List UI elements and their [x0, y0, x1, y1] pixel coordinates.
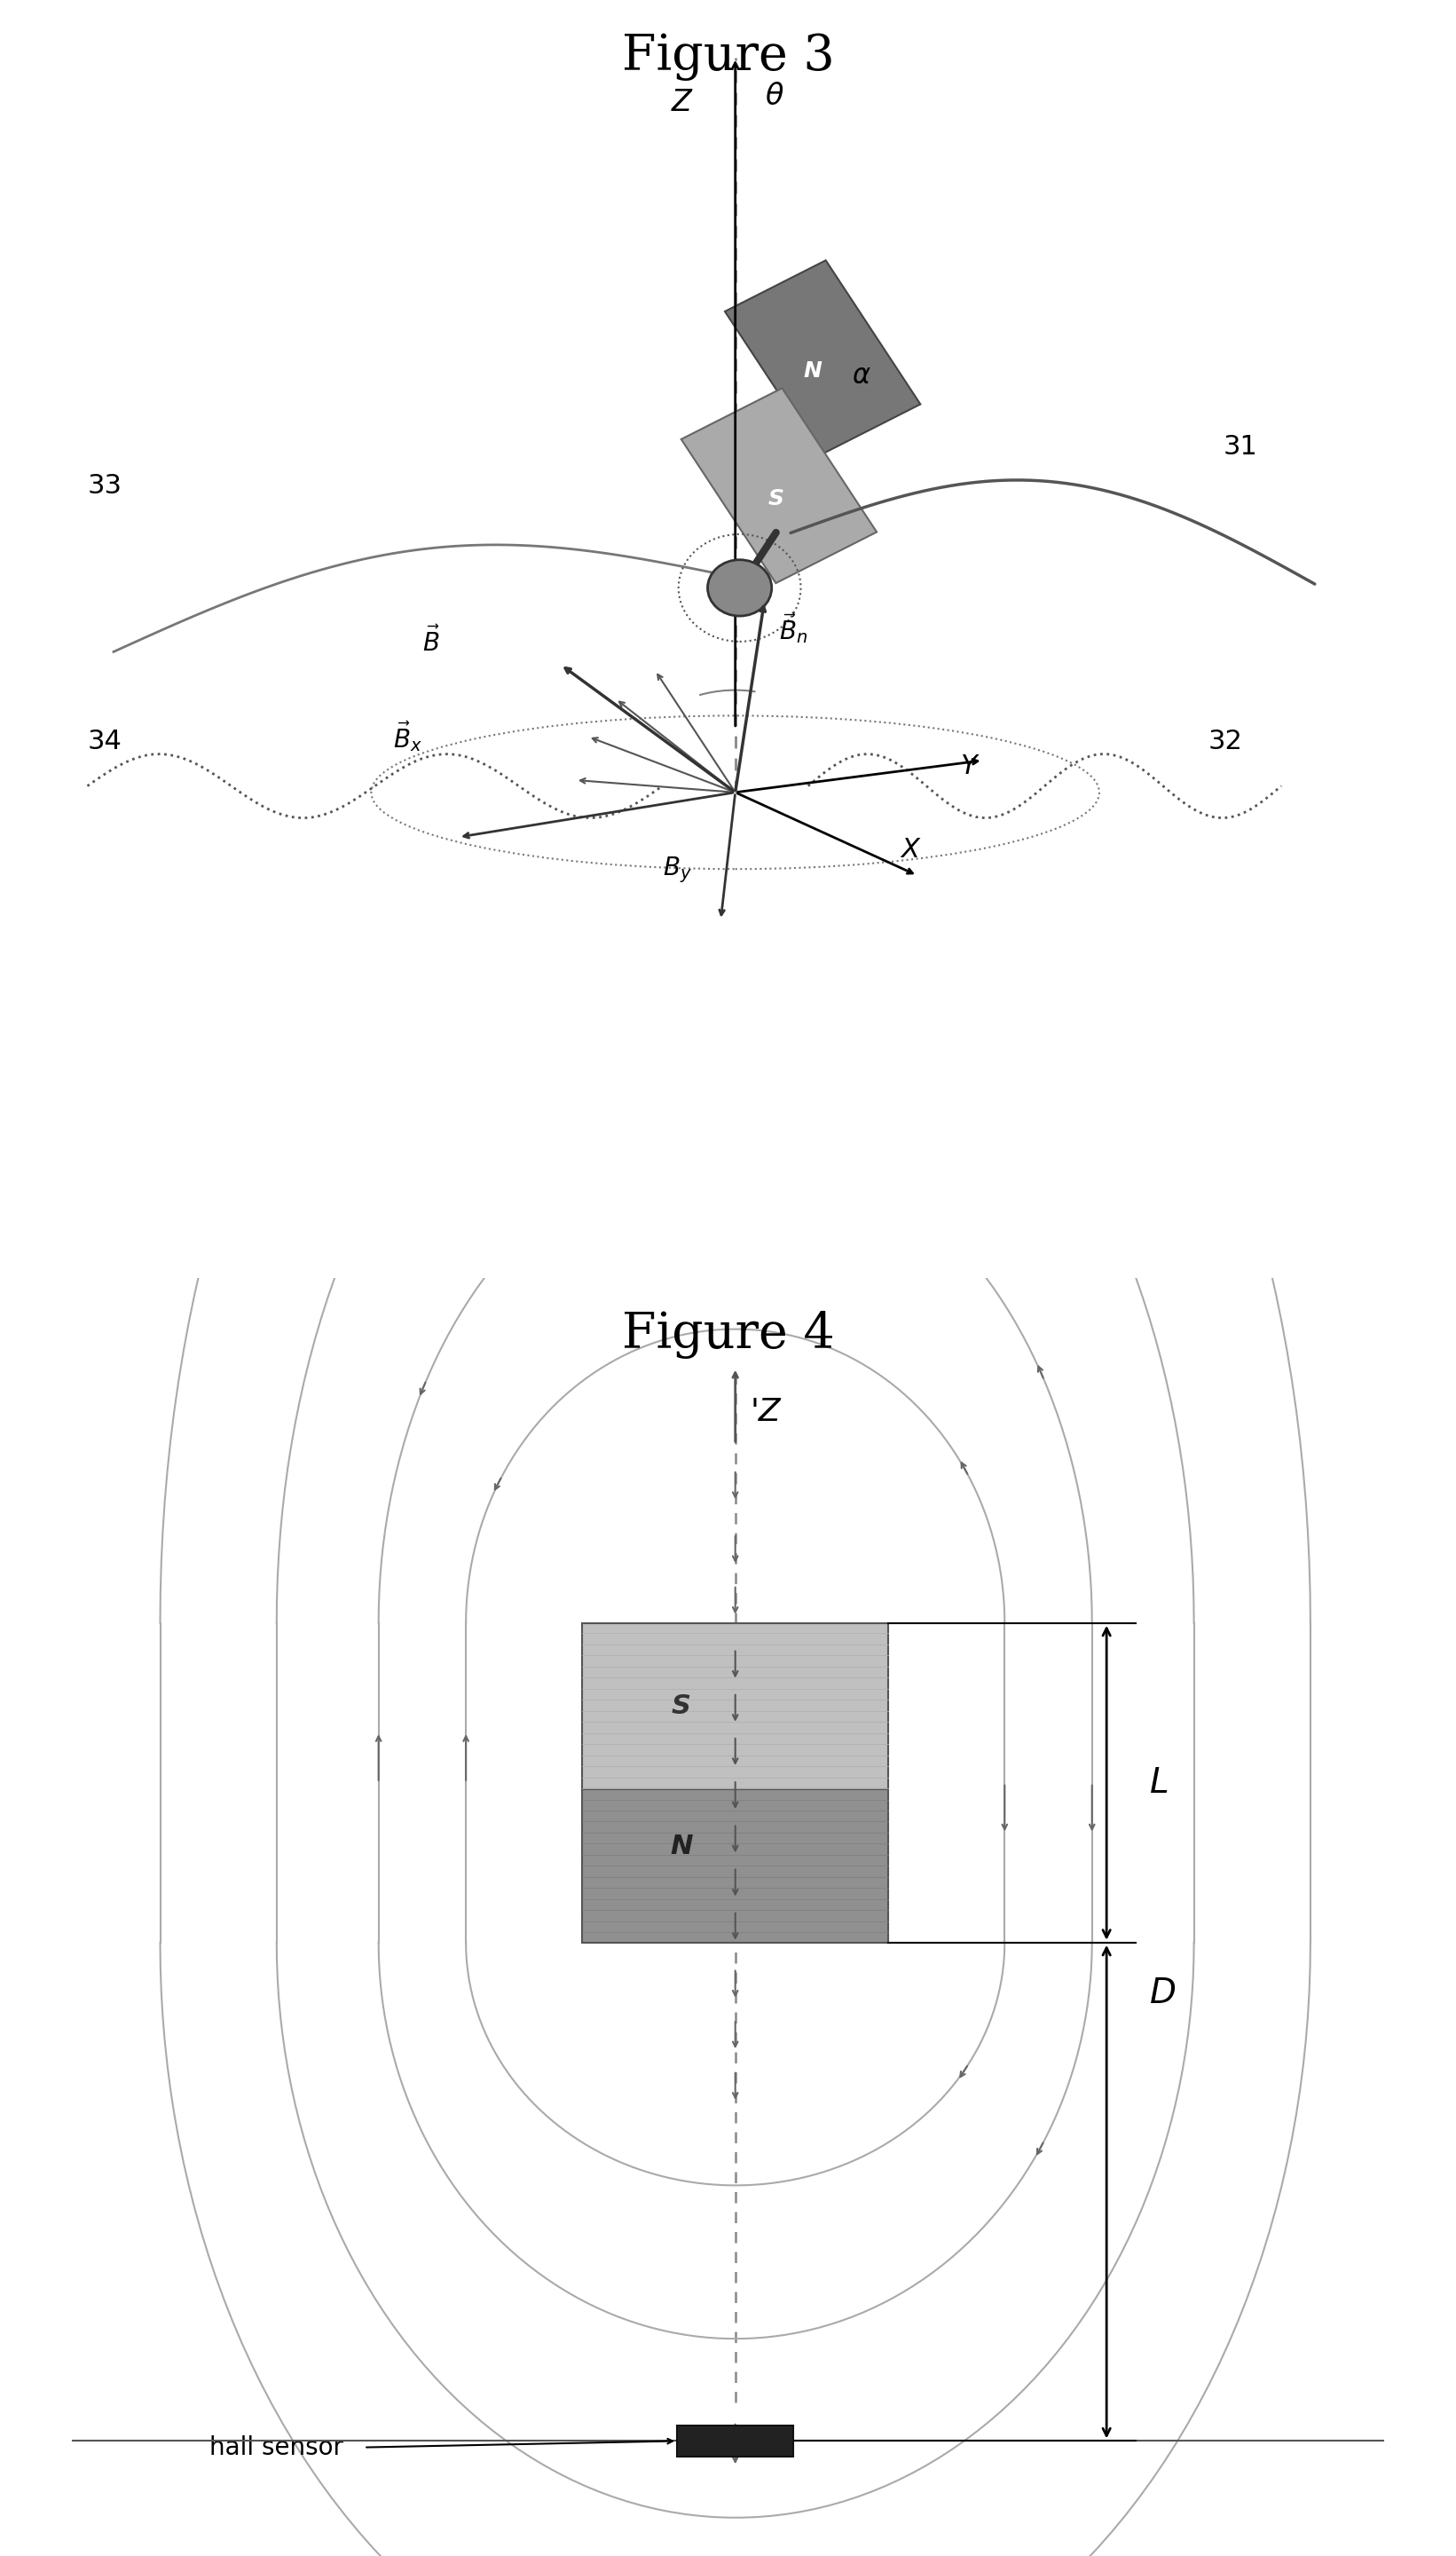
Text: S: S	[671, 1692, 692, 1720]
Polygon shape	[677, 2426, 794, 2456]
Text: Z: Z	[671, 87, 692, 118]
Text: S: S	[769, 488, 783, 509]
Circle shape	[708, 560, 772, 616]
Text: Figure 4: Figure 4	[622, 1309, 834, 1357]
Text: N: N	[670, 1833, 693, 1861]
Text: 32: 32	[1208, 728, 1243, 754]
Text: $\alpha$: $\alpha$	[852, 363, 871, 389]
Text: hall sensor: hall sensor	[210, 2436, 344, 2459]
Text: $\vec{B}_n$: $\vec{B}_n$	[779, 611, 808, 644]
Polygon shape	[681, 389, 877, 583]
Text: L: L	[1150, 1766, 1169, 1799]
Text: 31: 31	[1223, 435, 1258, 460]
Text: $\vec{B}$: $\vec{B}$	[422, 626, 440, 657]
Polygon shape	[582, 1623, 888, 1789]
Text: 34: 34	[87, 728, 122, 754]
Text: 33: 33	[87, 473, 122, 498]
Text: $\theta$: $\theta$	[764, 82, 783, 110]
Text: D: D	[1150, 1976, 1176, 2012]
Polygon shape	[725, 261, 920, 455]
Text: $B_y$: $B_y$	[662, 856, 692, 884]
Text: 'Z: 'Z	[750, 1398, 780, 1426]
Polygon shape	[582, 1789, 888, 1943]
Text: Y: Y	[960, 754, 977, 780]
Text: Figure 3: Figure 3	[622, 31, 834, 79]
Text: N: N	[804, 360, 821, 381]
Text: $\vec{B}_x$: $\vec{B}_x$	[393, 718, 422, 754]
Text: X: X	[901, 836, 919, 864]
